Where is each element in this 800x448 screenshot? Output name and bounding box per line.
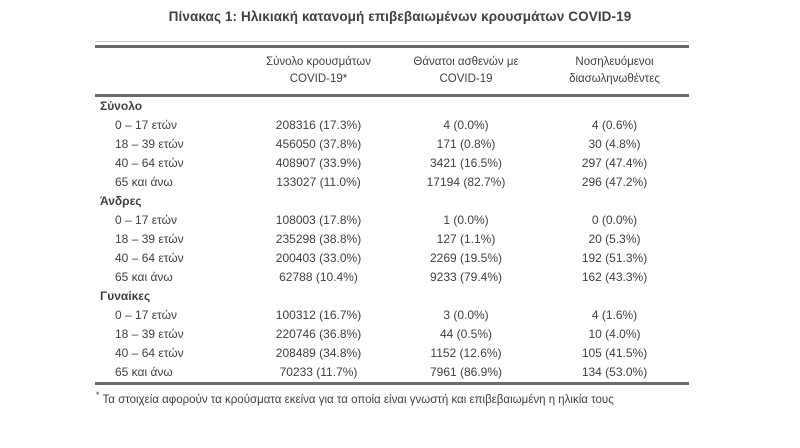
value-cell: 17194 (82.7%): [426, 175, 506, 189]
age-label: 18 – 39 ετών: [115, 137, 184, 151]
value-cell: 208316 (17.3%): [275, 118, 362, 132]
value-cell: 4 (1.6%): [591, 308, 638, 322]
value-cell: 105 (41.5%): [581, 346, 648, 360]
value-cell: 1 (0.0%): [443, 213, 489, 227]
value-cell: 0 (0.0%): [591, 213, 638, 227]
table-row: 65 και άνω 62788 (10.4%) 9233 (79.4%) 16…: [95, 268, 689, 287]
age-label: 65 και άνω: [115, 365, 173, 379]
table-row: 40 – 64 ετών 200403 (33.0%) 2269 (19.5%)…: [95, 249, 689, 268]
value-cell: 9233 (79.4%): [429, 270, 503, 284]
column-header-line: COVID-19*: [289, 73, 348, 85]
value-cell: 200403 (33.0%): [275, 251, 362, 265]
value-cell: 62788 (10.4%): [279, 270, 358, 284]
footnote-asterisk: *: [96, 390, 100, 400]
value-cell: 456050 (37.8%): [275, 137, 362, 151]
table-row: 65 και άνω 70233 (11.7%) 7961 (86.9%) 13…: [95, 363, 689, 384]
value-cell: 30 (4.8%): [588, 137, 641, 151]
empty-header-cell: [95, 46, 245, 97]
value-cell: 1152 (12.6%): [430, 346, 502, 360]
age-label: 0 – 17 ετών: [115, 213, 177, 227]
value-cell: 10 (4.0%): [588, 327, 641, 341]
header-row: Σύνολο κρουσμάτων COVID-19* Θάνατοι ασθε…: [95, 46, 689, 97]
top-accent-line: [95, 41, 689, 42]
value-cell: 134 (53.0%): [581, 365, 648, 379]
age-label: 65 και άνω: [115, 270, 173, 284]
value-cell: 296 (47.2%): [581, 175, 648, 189]
age-label: 40 – 64 ετών: [115, 156, 184, 170]
value-cell: 235298 (38.8%): [275, 232, 362, 246]
value-cell: 3 (0.0%): [443, 308, 489, 322]
value-cell: 108003 (17.8%): [275, 213, 362, 227]
table-row: 0 – 17 ετών 208316 (17.3%) 4 (0.0%) 4 (0…: [95, 116, 689, 135]
footnote-text: Τα στοιχεία αφορούν τα κρούσματα εκείνα …: [102, 393, 614, 406]
column-header-line: Θάνατοι ασθενών με: [413, 56, 519, 68]
age-label: 40 – 64 ετών: [115, 346, 184, 360]
column-header-total-cases: Σύνολο κρουσμάτων COVID-19*: [245, 46, 392, 97]
value-cell: 171 (0.8%): [436, 137, 496, 151]
section-row: Σύνολο: [95, 96, 689, 117]
value-cell: 220746 (36.8%): [275, 327, 362, 341]
table-row: 40 – 64 ετών 208489 (34.8%) 1152 (12.6%)…: [95, 344, 689, 363]
value-cell: 133027 (11.0%): [276, 175, 361, 189]
column-header-line: διασωληνωθέντες: [569, 73, 660, 85]
value-cell: 297 (47.4%): [581, 156, 648, 170]
column-header-deaths: Θάνατοι ασθενών με COVID-19: [392, 46, 540, 97]
age-label: 18 – 39 ετών: [115, 232, 184, 246]
table-row: 18 – 39 ετών 220746 (36.8%) 44 (0.5%) 10…: [95, 325, 689, 344]
value-cell: 4 (0.0%): [443, 118, 489, 132]
covid-age-table: Σύνολο κρουσμάτων COVID-19* Θάνατοι ασθε…: [95, 41, 689, 406]
value-cell: 208489 (34.8%): [275, 346, 362, 360]
section-label-total: Σύνολο: [100, 99, 143, 113]
value-cell: 7961 (86.9%): [429, 365, 503, 379]
table-row: 18 – 39 ετών 235298 (38.8%) 127 (1.1%) 2…: [95, 230, 689, 249]
value-cell: 44 (0.5%): [439, 327, 493, 341]
age-label: 0 – 17 ετών: [115, 118, 177, 132]
column-header-line: Νοσηλευόμενοι: [575, 56, 654, 68]
column-header-intubated: Νοσηλευόμενοι διασωληνωθέντες: [540, 46, 689, 97]
section-label-men: Άνδρες: [100, 194, 142, 208]
table-row: 0 – 17 ετών 100312 (16.7%) 3 (0.0%) 4 (1…: [95, 306, 689, 325]
section-row: Γυναίκες: [95, 287, 689, 306]
value-cell: 2269 (19.5%): [429, 251, 503, 265]
value-cell: 70233 (11.7%): [279, 365, 358, 379]
column-header-line: COVID-19: [439, 73, 493, 85]
age-label: 65 και άνω: [115, 175, 173, 189]
value-cell: 408907 (33.9%): [275, 156, 362, 170]
column-header-line: Σύνολο κρουσμάτων: [266, 56, 371, 68]
value-cell: 4 (0.6%): [591, 118, 638, 132]
value-cell: 100312 (16.7%): [275, 308, 362, 322]
value-cell: 127 (1.1%): [436, 232, 496, 246]
data-table: Σύνολο κρουσμάτων COVID-19* Θάνατοι ασθε…: [95, 45, 689, 385]
section-label-women: Γυναίκες: [100, 289, 151, 303]
table-title: Πίνακας 1: Ηλικιακή κατανομή επιβεβαιωμέ…: [168, 9, 632, 24]
age-label: 18 – 39 ετών: [115, 327, 184, 341]
table-row: 18 – 39 ετών 456050 (37.8%) 171 (0.8%) 3…: [95, 135, 689, 154]
section-row: Άνδρες: [95, 192, 689, 211]
value-cell: 162 (43.3%): [581, 270, 648, 284]
table-row: 40 – 64 ετών 408907 (33.9%) 3421 (16.5%)…: [95, 154, 689, 173]
age-label: 40 – 64 ετών: [115, 251, 184, 265]
value-cell: 192 (51.3%): [581, 251, 648, 265]
table-row: 65 και άνω 133027 (11.0%) 17194 (82.7%) …: [95, 173, 689, 192]
value-cell: 3421 (16.5%): [429, 156, 503, 170]
value-cell: 20 (5.3%): [588, 232, 641, 246]
table-footnote: * Τα στοιχεία αφορούν τα κρούσματα εκείνα…: [95, 390, 689, 406]
age-label: 0 – 17 ετών: [115, 308, 177, 322]
table-row: 0 – 17 ετών 108003 (17.8%) 1 (0.0%) 0 (0…: [95, 211, 689, 230]
